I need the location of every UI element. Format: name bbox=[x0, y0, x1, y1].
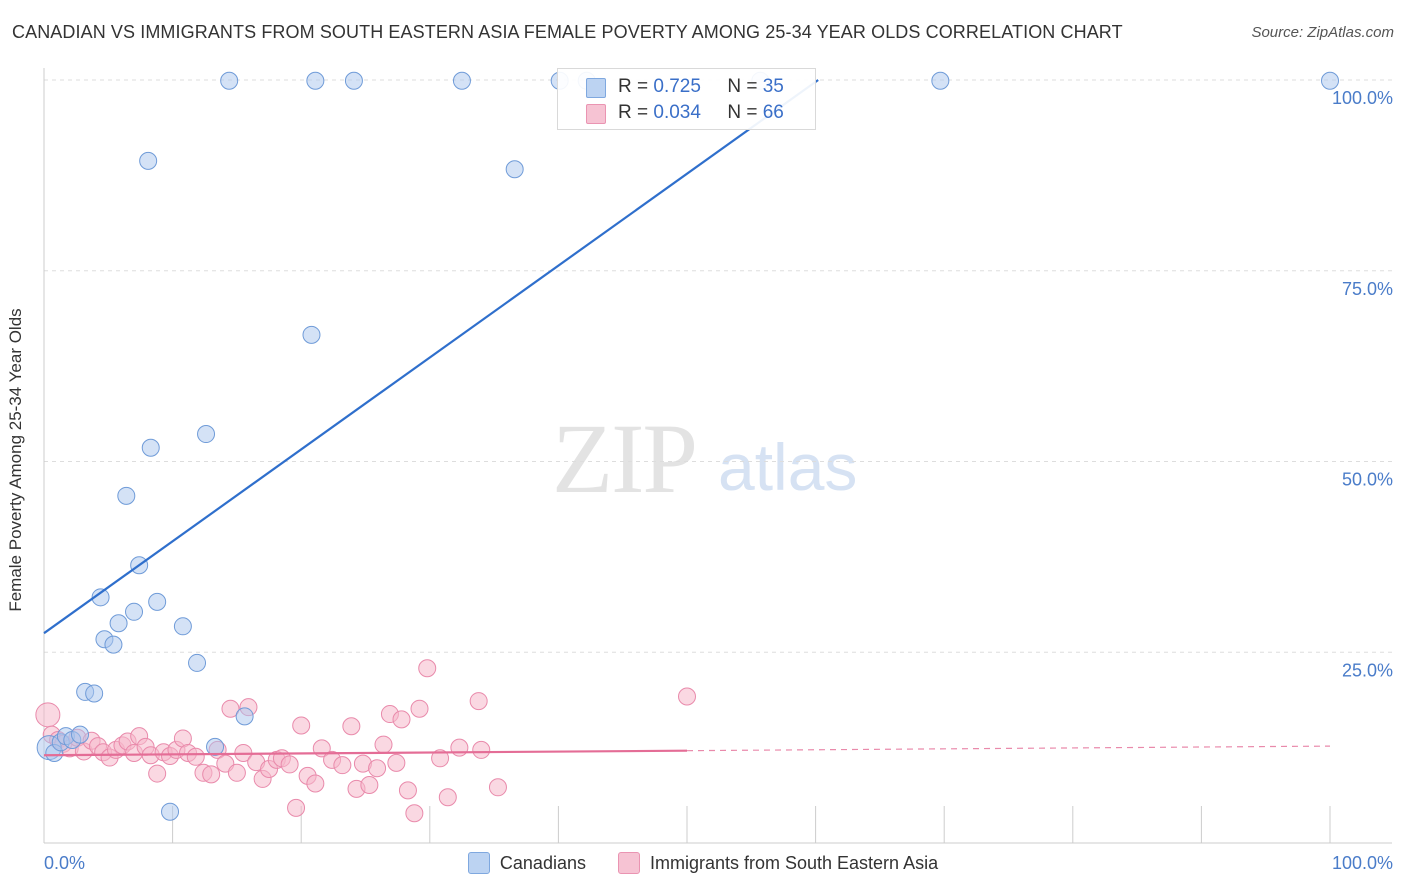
immigrants-point bbox=[202, 765, 221, 784]
canadians-point bbox=[85, 684, 104, 703]
y-tick-label-75: 75.0% bbox=[1342, 279, 1393, 299]
canadians-point bbox=[1321, 71, 1339, 90]
legend-item-canadians: Canadians bbox=[467, 852, 586, 874]
canadians-point bbox=[148, 592, 167, 611]
stats-swatch-blue bbox=[586, 78, 606, 98]
canadians-point bbox=[197, 425, 216, 444]
immigrants-point bbox=[392, 710, 411, 729]
immigrants-point bbox=[450, 738, 469, 757]
x-tick-label-0: 0.0% bbox=[44, 853, 85, 873]
canadians-point bbox=[452, 71, 471, 90]
chart-source: Source: ZipAtlas.com bbox=[1251, 24, 1394, 41]
immigrants-point bbox=[398, 781, 417, 800]
chart-title: CANADIAN VS IMMIGRANTS FROM SOUTH EASTER… bbox=[12, 22, 1123, 42]
stats-swatch-pink bbox=[586, 104, 606, 124]
immigrants-point bbox=[438, 788, 457, 807]
stats-r-label-2: R = bbox=[618, 102, 649, 123]
immigrants-point bbox=[360, 776, 379, 795]
canadians-trend-line bbox=[43, 79, 819, 635]
stats-r-label: R = bbox=[618, 76, 649, 97]
canadians-point bbox=[302, 325, 321, 344]
trend-lines bbox=[43, 79, 1331, 757]
canadians-point bbox=[141, 438, 160, 457]
immigrants-point bbox=[405, 804, 424, 823]
immigrants-point bbox=[148, 764, 167, 783]
y-tick-label-50: 50.0% bbox=[1342, 470, 1393, 490]
immigrants-point bbox=[186, 747, 205, 766]
stats-n-label: N = bbox=[727, 76, 758, 97]
immigrants-trend-line-extended bbox=[686, 745, 1331, 752]
watermark-zip: ZIP bbox=[552, 403, 696, 514]
immigrants-point bbox=[368, 759, 387, 778]
watermark: ZIP atlas bbox=[552, 403, 857, 514]
stats-legend: R = 0.725 N = 35 R = 0.034 N = 66 bbox=[557, 68, 816, 130]
immigrants-point bbox=[387, 753, 406, 772]
canadians-point bbox=[306, 71, 325, 90]
watermark-atlas: atlas bbox=[718, 430, 857, 504]
immigrants-trend-line bbox=[43, 749, 688, 757]
y-axis-label: Female Poverty Among 25-34 Year Olds bbox=[6, 308, 25, 612]
immigrants-point bbox=[342, 717, 361, 736]
canadians-point bbox=[931, 71, 950, 90]
stats-r-blue: 0.725 bbox=[653, 76, 701, 97]
legend-item-immigrants: Immigrants from South Eastern Asia bbox=[617, 852, 939, 874]
immigrants-point bbox=[333, 756, 352, 775]
canadians-point bbox=[220, 71, 239, 90]
chart-legend: Canadians Immigrants from South Eastern … bbox=[0, 852, 1406, 874]
stats-n-blue: 35 bbox=[762, 76, 784, 97]
canadians-point bbox=[71, 725, 90, 744]
canadians-point bbox=[206, 737, 225, 756]
legend-label-canadians: Canadians bbox=[499, 852, 586, 873]
immigrants-point bbox=[472, 740, 491, 759]
immigrants-point bbox=[306, 774, 325, 793]
grid-lines bbox=[44, 79, 1392, 653]
canadians-point bbox=[117, 486, 136, 505]
immigrants-point bbox=[287, 798, 306, 817]
canadians-point bbox=[173, 617, 192, 636]
canadians-point bbox=[139, 151, 158, 170]
canadians-point bbox=[125, 602, 144, 621]
tick-labels: 25.0% 50.0% 75.0% 100.0% 0.0% 100.0% bbox=[44, 88, 1393, 873]
canadians-point bbox=[161, 802, 180, 821]
canadians-point bbox=[109, 614, 128, 633]
canadians-points bbox=[36, 71, 1339, 821]
y-tick-label-100: 100.0% bbox=[1332, 88, 1393, 108]
stats-n-label-2: N = bbox=[727, 102, 758, 123]
canadians-point bbox=[91, 588, 110, 607]
canadians-point bbox=[344, 71, 363, 90]
canadians-point bbox=[235, 707, 254, 726]
immigrants-point bbox=[227, 763, 246, 782]
immigrants-point bbox=[410, 699, 429, 718]
canadians-point bbox=[188, 653, 207, 672]
stats-r-pink: 0.034 bbox=[653, 102, 701, 123]
immigrants-point bbox=[488, 778, 507, 797]
legend-swatch-immigrants bbox=[617, 852, 640, 874]
immigrants-point bbox=[418, 659, 437, 678]
immigrants-point bbox=[678, 687, 696, 706]
legend-label-immigrants: Immigrants from South Eastern Asia bbox=[649, 852, 939, 873]
immigrants-point bbox=[374, 735, 393, 754]
x-tick-label-100: 100.0% bbox=[1332, 853, 1393, 873]
canadians-point bbox=[104, 635, 123, 654]
legend-swatch-canadians bbox=[467, 852, 490, 874]
canadians-point bbox=[505, 160, 524, 179]
immigrants-point bbox=[469, 692, 488, 711]
immigrants-point bbox=[292, 716, 311, 735]
immigrants-point bbox=[280, 755, 299, 774]
immigrants-point bbox=[431, 749, 450, 768]
immigrants-points bbox=[35, 659, 696, 823]
immigrants-point bbox=[221, 699, 240, 718]
y-tick-label-25: 25.0% bbox=[1342, 660, 1393, 680]
stats-n-pink: 66 bbox=[762, 102, 784, 123]
immigrants-point bbox=[35, 702, 61, 728]
